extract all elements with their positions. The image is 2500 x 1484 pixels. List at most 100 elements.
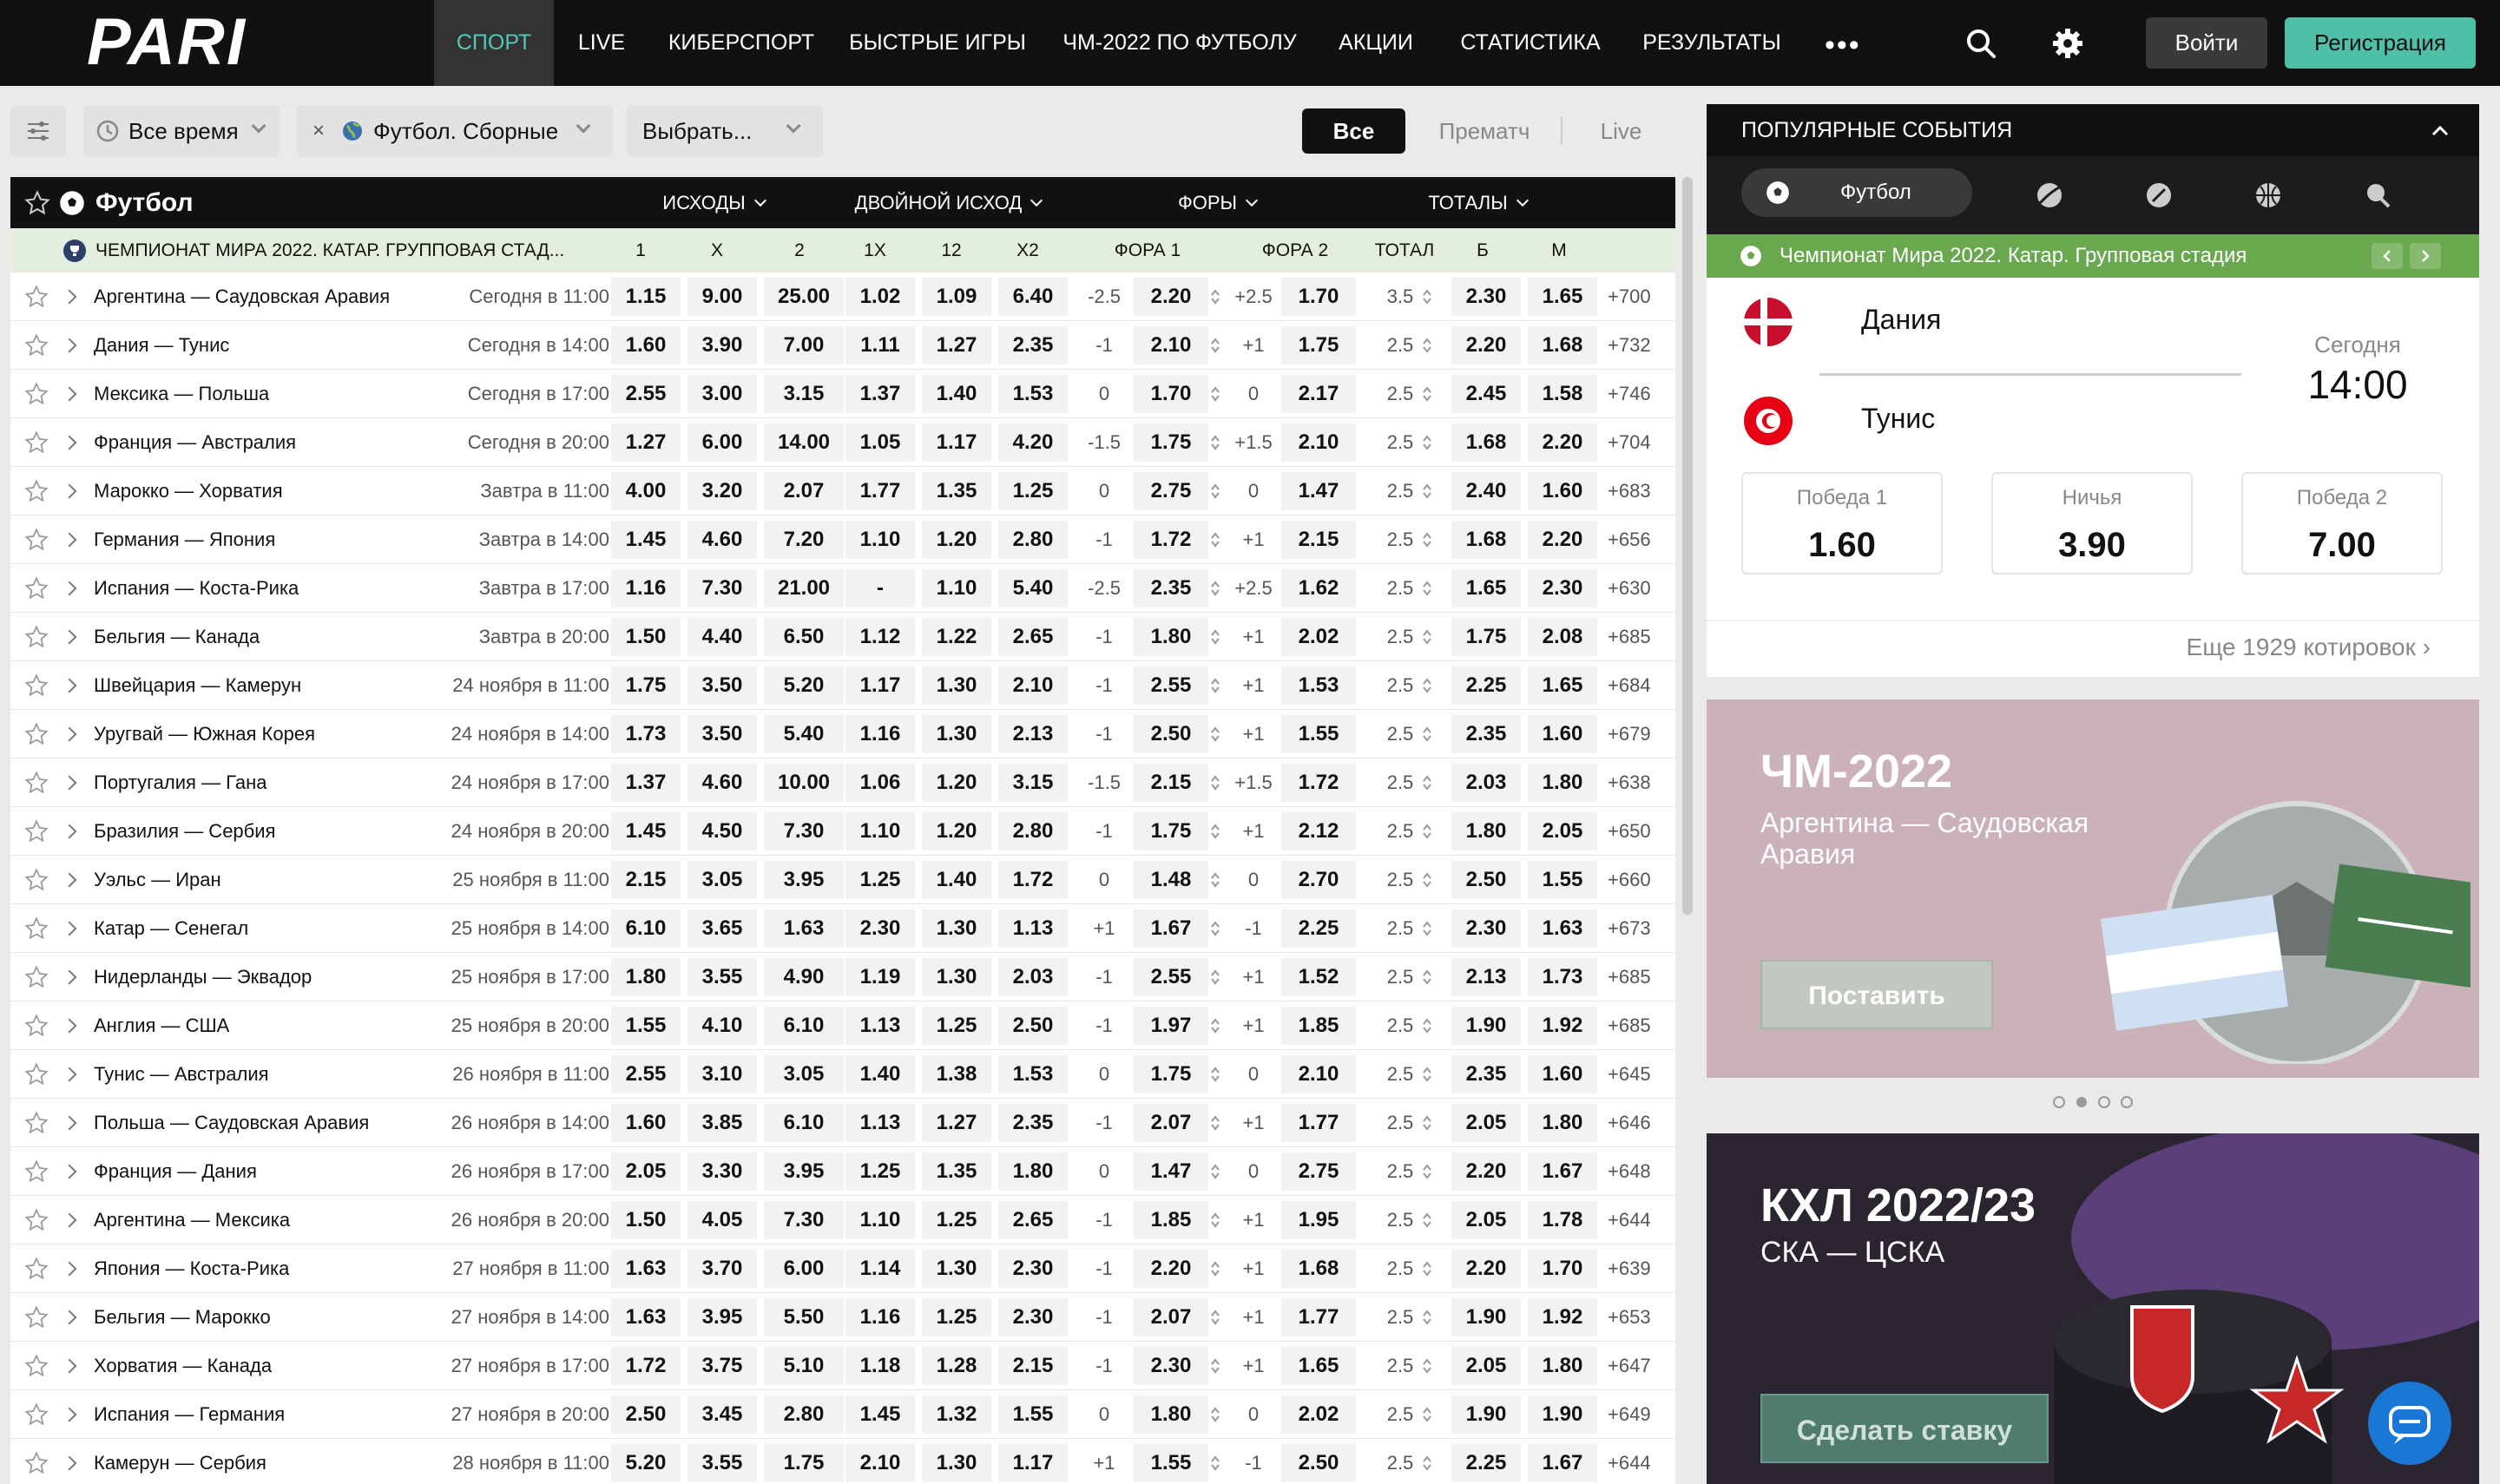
odd-button[interactable]: 2.15 (611, 861, 681, 899)
odd-button[interactable]: 1.77 (845, 472, 915, 510)
odd-button[interactable]: 1.16 (611, 569, 681, 607)
odd-button[interactable]: 4.60 (688, 521, 757, 559)
match-teams[interactable]: Тунис — Австралия (94, 1063, 269, 1085)
odd-button[interactable]: 1.55 (1528, 861, 1597, 899)
odd-button[interactable]: 2.50 (611, 1395, 681, 1434)
odd-button[interactable]: 2.10 (1281, 424, 1356, 462)
updown-icon[interactable] (1210, 384, 1220, 404)
nav-fast-games[interactable]: БЫСТРЫЕ ИГРЫ (849, 30, 1026, 55)
updown-icon[interactable] (1422, 1453, 1432, 1474)
odd-button[interactable]: 2.07 (1134, 1104, 1208, 1142)
match-teams[interactable]: Франция — Австралия (94, 431, 297, 453)
odd-button[interactable]: 1.63 (764, 909, 844, 948)
remove-filter-icon[interactable]: × (312, 119, 326, 142)
odd-button[interactable]: 1.16 (845, 715, 915, 753)
odd-button[interactable]: 2.12 (1281, 812, 1356, 850)
odd-button[interactable]: 1.47 (1281, 472, 1356, 510)
odd-button[interactable]: 1.80 (611, 958, 681, 996)
odd-button[interactable]: 2.07 (764, 472, 844, 510)
gear-icon[interactable] (2050, 26, 2085, 61)
odd-button[interactable]: 2.05 (611, 1152, 681, 1191)
updown-icon[interactable] (1210, 1307, 1220, 1328)
odd-button[interactable]: 2.35 (1134, 569, 1208, 607)
banner-khl-bet-button[interactable]: Сделать ставку (1760, 1394, 2049, 1463)
more-menu-icon[interactable]: ••• (1825, 29, 1861, 62)
odd-button[interactable]: 1.30 (922, 1444, 991, 1482)
updown-icon[interactable] (1210, 627, 1220, 647)
more-markets-count[interactable]: +644 (1608, 1209, 1651, 1231)
odd-button[interactable]: 2.10 (1134, 326, 1208, 364)
odd-button[interactable]: 1.20 (922, 812, 991, 850)
table-row[interactable]: Швейцария — Камерун 24 ноября в 11:00 1.75… (10, 661, 1675, 710)
odd-button[interactable]: 2.15 (1281, 521, 1356, 559)
updown-icon[interactable] (1422, 1161, 1432, 1182)
odd-button[interactable]: 1.80 (1528, 764, 1597, 802)
updown-icon[interactable] (1210, 772, 1220, 793)
match-teams[interactable]: Япония — Коста-Рика (94, 1257, 290, 1279)
odd-button[interactable]: 1.30 (922, 1250, 991, 1288)
odd-win2-button[interactable]: Победа 2 7.00 (2241, 472, 2443, 575)
more-markets-count[interactable]: +685 (1608, 966, 1651, 988)
odd-button[interactable]: 4.90 (764, 958, 844, 996)
odd-button[interactable]: 1.17 (922, 424, 991, 462)
chevron-right-icon[interactable] (62, 1164, 77, 1179)
more-markets-count[interactable]: +684 (1608, 674, 1651, 696)
odd-button[interactable]: 1.75 (764, 1444, 844, 1482)
odd-button[interactable]: 3.55 (688, 1444, 757, 1482)
odd-button[interactable]: 10.00 (764, 764, 844, 802)
odd-button[interactable]: 1.67 (1528, 1444, 1597, 1482)
odd-button[interactable]: 1.15 (611, 278, 681, 316)
odd-button[interactable]: 1.80 (998, 1152, 1068, 1191)
odd-button[interactable]: 1.38 (922, 1055, 991, 1093)
odd-button[interactable]: 1.97 (1134, 1007, 1208, 1045)
promo-banner-wc[interactable]: ЧМ-2022 Аргентина — Саудовская Аравия По… (1707, 699, 2479, 1078)
nav-sport[interactable]: СПОРТ (434, 0, 554, 86)
odd-button[interactable]: 1.70 (1528, 1250, 1597, 1288)
odd-button[interactable]: 4.00 (611, 472, 681, 510)
odd-button[interactable]: 2.30 (845, 909, 915, 948)
updown-icon[interactable] (1210, 724, 1220, 745)
odd-button[interactable]: 5.40 (764, 715, 844, 753)
updown-icon[interactable] (1210, 675, 1220, 696)
more-markets-count[interactable]: +679 (1608, 723, 1651, 745)
odd-button[interactable]: 2.35 (998, 1104, 1068, 1142)
updown-icon[interactable] (1422, 772, 1432, 793)
more-markets-count[interactable]: +644 (1608, 1452, 1651, 1474)
match-teams[interactable]: Португалия — Гана (94, 772, 267, 793)
updown-icon[interactable] (1210, 918, 1220, 939)
odd-button[interactable]: 2.10 (1281, 1055, 1356, 1093)
odd-button[interactable]: 1.55 (998, 1395, 1068, 1434)
table-row[interactable]: Португалия — Гана 24 ноября в 17:00 1.37 4.… (10, 758, 1675, 807)
odd-button[interactable]: 1.68 (1451, 521, 1521, 559)
odd-button[interactable]: 1.12 (845, 618, 915, 656)
odd-button[interactable]: 2.15 (998, 1347, 1068, 1385)
match-teams[interactable]: Хорватия — Канада (94, 1355, 273, 1376)
odd-button[interactable]: 1.25 (998, 472, 1068, 510)
odd-button[interactable]: 1.13 (845, 1104, 915, 1142)
chevron-right-icon[interactable] (62, 678, 77, 693)
updown-icon[interactable] (1422, 1210, 1432, 1231)
odd-button[interactable]: 3.10 (688, 1055, 757, 1093)
odd-button[interactable]: 1.72 (1134, 521, 1208, 559)
odd-button[interactable]: 3.65 (688, 909, 757, 948)
odd-button[interactable]: 1.72 (998, 861, 1068, 899)
star-icon[interactable] (24, 916, 49, 941)
odd-button[interactable]: 2.65 (998, 618, 1068, 656)
table-row[interactable]: Аргентина — Мексика 26 ноября в 20:00 1.50… (10, 1196, 1675, 1244)
odd-button[interactable]: 1.90 (1528, 1395, 1597, 1434)
odd-button[interactable]: 2.13 (1451, 958, 1521, 996)
odd-button[interactable]: 1.55 (611, 1007, 681, 1045)
more-markets-count[interactable]: +630 (1608, 577, 1651, 599)
star-icon[interactable] (24, 1354, 49, 1378)
odd-button[interactable]: 1.90 (1451, 1395, 1521, 1434)
odd-button[interactable]: 1.70 (1134, 375, 1208, 413)
odd-button[interactable]: 1.65 (1451, 569, 1521, 607)
updown-icon[interactable] (1422, 384, 1432, 404)
table-row[interactable]: Хорватия — Канада 27 ноября в 17:00 1.72 3.… (10, 1342, 1675, 1390)
odd-button[interactable]: 2.80 (998, 812, 1068, 850)
match-teams[interactable]: Аргентина — Мексика (94, 1209, 291, 1231)
chevron-up-icon[interactable] (2427, 118, 2453, 144)
more-odds-link[interactable]: Еще 1929 котировок › (2186, 634, 2431, 660)
odd-button[interactable]: 3.95 (764, 1152, 844, 1191)
odd-button[interactable]: 4.10 (688, 1007, 757, 1045)
